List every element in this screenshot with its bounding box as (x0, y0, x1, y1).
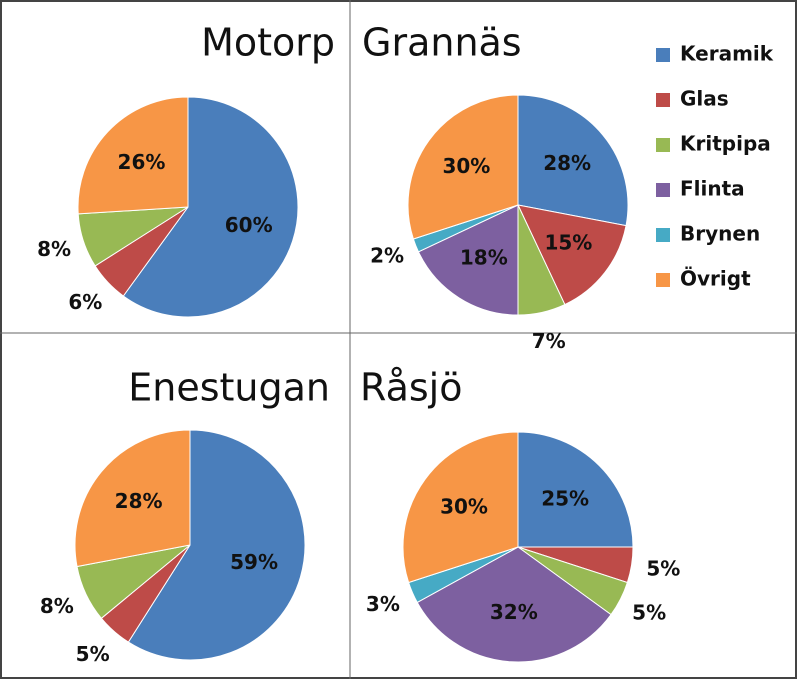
data-label: 8% (37, 237, 71, 261)
data-label: 8% (40, 594, 74, 618)
legend-label: Keramik (680, 42, 774, 66)
pie-slice (407, 94, 519, 240)
pie-slice (517, 94, 629, 227)
chart-title: Motorp (201, 21, 335, 65)
data-label: 30% (440, 494, 488, 518)
data-label: 59% (230, 550, 278, 574)
chart-title: Enestugan (128, 366, 330, 410)
data-label: 5% (632, 600, 666, 624)
pie-slice (127, 429, 306, 661)
pie-slice (402, 431, 519, 584)
legend-label: Glas (680, 87, 729, 111)
legend-swatch (656, 273, 670, 287)
legend-swatch (656, 183, 670, 197)
data-label: 30% (442, 154, 490, 178)
chart-title: Råsjö (360, 366, 462, 410)
pie-slice (517, 431, 634, 548)
data-label: 28% (115, 489, 163, 513)
pie-slice (416, 546, 612, 663)
pie-slice (517, 204, 627, 306)
data-label: 25% (541, 486, 589, 510)
legend-swatch (656, 48, 670, 62)
data-label: 26% (118, 150, 166, 174)
data-label: 7% (532, 329, 566, 353)
data-label: 3% (366, 592, 400, 616)
pie-slice (122, 96, 299, 318)
data-label: 15% (544, 231, 592, 255)
data-label: 6% (68, 290, 102, 314)
legend-label: Flinta (680, 177, 745, 201)
data-label: 5% (646, 557, 680, 581)
legend-label: Kritpipa (680, 132, 771, 156)
legend-swatch (656, 228, 670, 242)
data-label: 2% (370, 243, 404, 267)
pie-slice (77, 96, 189, 215)
legend-swatch (656, 138, 670, 152)
data-label: 32% (490, 600, 538, 624)
data-label: 5% (76, 642, 110, 666)
legend-label: Brynen (680, 222, 760, 246)
chart-title: Grannäs (362, 21, 522, 65)
data-label: 60% (225, 213, 273, 237)
legend-swatch (656, 93, 670, 107)
data-label: 18% (460, 245, 508, 269)
pie-slice (417, 204, 519, 316)
pie-slice (74, 429, 191, 568)
data-label: 28% (543, 151, 591, 175)
legend-label: Övrigt (680, 267, 751, 291)
